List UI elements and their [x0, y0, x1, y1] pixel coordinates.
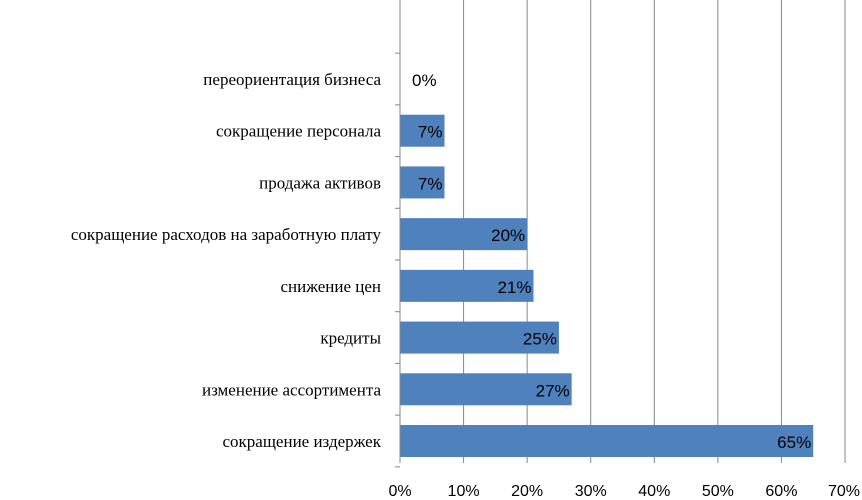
category-label: кредиты [320, 329, 381, 348]
category-label: сокращение расходов на заработную плату [71, 225, 382, 244]
data-labels: 0% 7% 7% 20% 21% 25% 27% 65% [412, 71, 811, 452]
x-tick-label: 0% [388, 483, 411, 500]
data-label: 65% [777, 433, 811, 452]
x-tick-label: 60% [765, 483, 797, 500]
bar [400, 218, 528, 251]
data-label: 27% [536, 381, 570, 400]
x-tick-label: 10% [448, 483, 480, 500]
bar [400, 114, 445, 147]
category-label: сокращение издержек [222, 432, 381, 451]
x-tick-label: 70% [828, 483, 860, 500]
bar [400, 321, 559, 354]
data-label: 7% [418, 174, 443, 193]
gridlines [463, 0, 846, 458]
x-tick-label: 40% [638, 483, 670, 500]
x-tick-label: 20% [511, 483, 543, 500]
category-label: снижение цен [280, 277, 381, 296]
axes [395, 0, 846, 468]
data-label: 25% [523, 330, 557, 349]
category-label: переориентация бизнеса [203, 70, 381, 89]
data-label: 21% [497, 278, 531, 297]
bar [400, 269, 534, 302]
category-label: изменение ассортимента [202, 380, 381, 399]
data-label: 20% [491, 226, 525, 245]
bar [400, 425, 814, 457]
data-label: 0% [412, 71, 437, 90]
bars [400, 114, 814, 457]
bar [400, 373, 572, 406]
x-tick-label: 50% [702, 483, 734, 500]
bar [400, 166, 445, 199]
x-tick-label: 30% [575, 483, 607, 500]
data-label: 7% [418, 123, 443, 142]
category-labels: переориентация бизнеса сокращение персона… [71, 70, 382, 451]
x-tick-labels: 0% 10% 20% 30% 40% 50% 60% 70% [388, 483, 860, 500]
category-label: продажа активов [259, 173, 381, 192]
category-label: сокращение персонала [216, 122, 381, 141]
